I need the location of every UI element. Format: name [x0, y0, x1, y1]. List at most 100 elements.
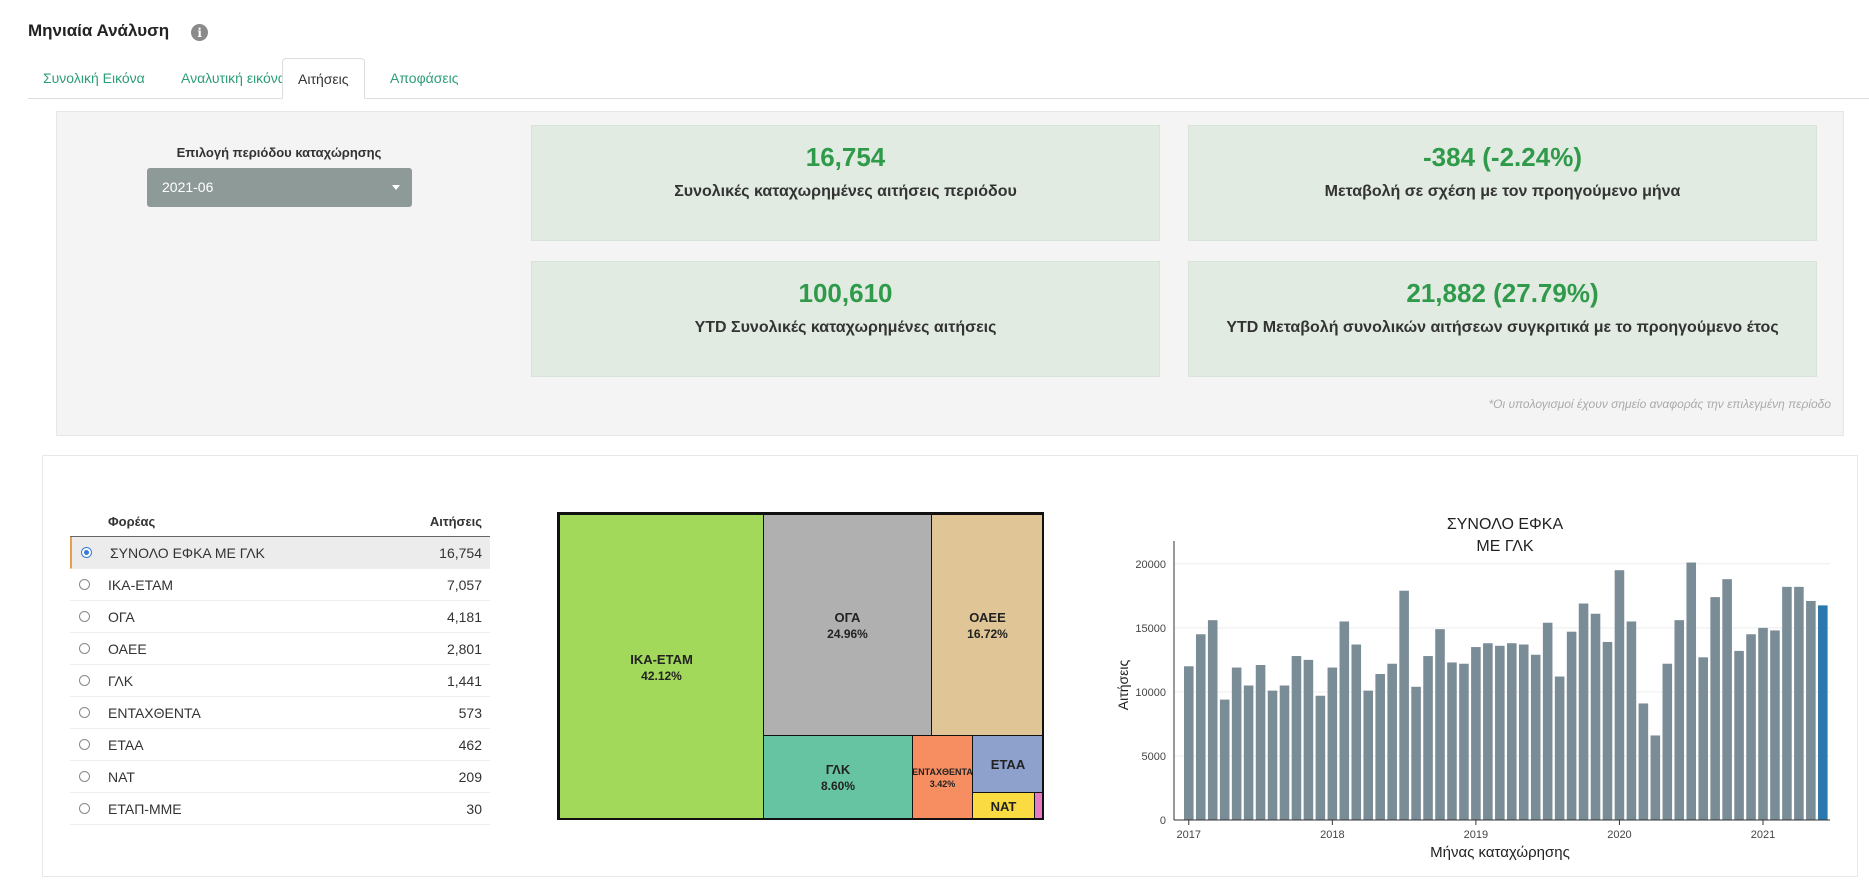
column-header-requests: Αιτήσεις — [429, 514, 482, 529]
treemap-cell[interactable]: ΓΛΚ 8.60% — [763, 735, 913, 818]
table-row[interactable]: ΣΥΝΟΛΟ ΕΦΚΑ ΜΕ ΓΛΚ 16,754 — [70, 537, 490, 569]
chart-bar — [1291, 656, 1302, 820]
chart-bar — [1195, 634, 1206, 820]
chart-bar — [1782, 586, 1792, 820]
table-row[interactable]: ΟΓΑ 4,181 — [70, 601, 490, 633]
entity-table: Φορέας Αιτήσεις ΣΥΝΟΛΟ ΕΦΚΑ ΜΕ ΓΛΚ 16,75… — [70, 506, 490, 825]
chart-bar — [1255, 665, 1266, 820]
treemap-cell-name: ΕΝΤΑΧΘΕΝΤΑ — [912, 766, 973, 777]
kpi-label: YTD Συνολικές καταχωρημένες αιτήσεις — [694, 319, 997, 336]
treemap-cell[interactable]: ΕΝΤΑΧΘΕΝΤΑ 3.42% — [912, 735, 973, 818]
period-select[interactable]: 2021-06 — [147, 168, 412, 207]
chart-bar — [1483, 643, 1493, 820]
chart-bar — [1578, 603, 1589, 820]
request-count: 2,801 — [446, 641, 482, 657]
radio-button[interactable] — [79, 739, 90, 750]
request-count: 30 — [466, 801, 482, 817]
radio-button[interactable] — [79, 675, 90, 686]
chart-bar — [1279, 685, 1290, 820]
kpi-label: YTD Μεταβολή συνολικών αιτήσεων συγκριτι… — [1226, 319, 1779, 336]
chart-bar — [1590, 613, 1601, 820]
chart-bar — [1518, 644, 1529, 820]
tab-decisions[interactable]: Αποφάσεις — [390, 70, 459, 86]
x-axis-label: Μήνας καταχώρησης — [1430, 844, 1570, 861]
treemap-cell-name: ΟΑΕΕ — [969, 609, 1006, 625]
kpi-label: Μεταβολή σε σχέση με τον προηγούμενο μήν… — [1324, 183, 1681, 200]
table-row[interactable]: ΓΛΚ 1,441 — [70, 665, 490, 697]
chart-bar — [1399, 590, 1409, 820]
tab-bar: Συνολική Εικόνα Αναλυτική εικόνα Αιτήσει… — [28, 58, 1869, 99]
tab-analytical[interactable]: Αναλυτική εικόνα — [181, 70, 286, 86]
page-header: Μηνιαία Ανάλυση i — [28, 20, 209, 41]
tab-overview[interactable]: Συνολική Εικόνα — [43, 70, 145, 86]
treemap-cell[interactable]: ΟΓΑ 24.96% — [763, 514, 932, 736]
treemap-cell[interactable] — [1034, 792, 1042, 818]
table-row[interactable]: ΝΑΤ 209 — [70, 761, 490, 793]
x-tick-label: 2018 — [1320, 829, 1344, 841]
table-row[interactable]: ΟΑΕΕ 2,801 — [70, 633, 490, 665]
column-header-entity: Φορέας — [108, 514, 156, 529]
info-icon[interactable]: i — [191, 24, 209, 41]
entity-name: ΝΑΤ — [108, 769, 135, 785]
chart-bar — [1698, 657, 1708, 820]
radio-button[interactable] — [79, 707, 90, 718]
tab-requests[interactable]: Αιτήσεις — [282, 58, 365, 99]
table-row[interactable]: ΕΝΤΑΧΘΕΝΤΑ 573 — [70, 697, 490, 729]
treemap-cell-name: ΟΓΑ — [834, 609, 861, 625]
radio-button[interactable] — [79, 579, 90, 590]
chart-bar — [1363, 690, 1374, 820]
chart-bar — [1351, 644, 1362, 820]
chart-bar — [1650, 735, 1661, 820]
radio-button[interactable] — [79, 803, 90, 814]
chart-bar — [1758, 627, 1768, 820]
bar-chart-svg: ΣΥΝΟΛΟ ΕΦΚΑ ΜΕ ΓΛΚ 0 5000 10000 15000 20000 201… — [1115, 516, 1830, 861]
kpi-card: -384 (-2.24%) Μεταβολή σε σχέση με τον π… — [1188, 125, 1817, 241]
period-label: Επιλογή περιόδου καταχώρησης — [176, 145, 382, 160]
table-row[interactable]: ΕΤΑΑ 462 — [70, 729, 490, 761]
radio-button[interactable] — [79, 643, 90, 654]
treemap-cell-name: ΙΚΑ-ΕΤΑΜ — [630, 651, 693, 667]
kpi-card: 16,754 Συνολικές καταχωρημένες αιτήσεις … — [531, 125, 1160, 241]
table-row[interactable]: ΕΤΑΠ-ΜΜΕ 30 — [70, 793, 490, 825]
entity-name: ΓΛΚ — [108, 673, 134, 689]
period-select-value: 2021-06 — [162, 179, 214, 195]
chart-bar — [1638, 703, 1649, 820]
footnote: *Οι υπολογισμοί έχουν σημείο αναφοράς τη… — [1488, 397, 1831, 411]
treemap-cell[interactable]: ΙΚΑ-ΕΤΑΜ 42.12% — [559, 514, 764, 818]
treemap-cell-name: ΝΑΤ — [990, 798, 1017, 814]
entity-name: ΕΤΑΑ — [108, 737, 144, 753]
table-header: Φορέας Αιτήσεις — [70, 506, 490, 537]
chart-bar — [1554, 676, 1565, 820]
radio-button[interactable] — [81, 547, 92, 558]
request-count: 1,441 — [446, 673, 482, 689]
kpi-card: 100,610 YTD Συνολικές καταχωρημένες αιτή… — [531, 261, 1160, 377]
x-tick-label: 2017 — [1177, 829, 1201, 841]
chart-bar — [1435, 629, 1445, 820]
treemap-cell-name: ΓΛΚ — [825, 762, 851, 777]
caret-down-icon — [392, 185, 400, 190]
chart-title: ΣΥΝΟΛΟ ΕΦΚΑ — [1447, 516, 1564, 533]
treemap-cell-pct: 3.42% — [929, 778, 956, 789]
y-tick-label: 0 — [1160, 815, 1166, 827]
kpi-card: 21,882 (27.79%) YTD Μεταβολή συνολικών α… — [1188, 261, 1817, 377]
request-count: 4,181 — [446, 609, 482, 625]
chart-bar — [1423, 656, 1433, 820]
entity-name: ΕΤΑΠ-ΜΜΕ — [108, 801, 182, 817]
chart-bar — [1459, 663, 1469, 820]
chart-bar — [1686, 562, 1697, 820]
chart-bar — [1207, 620, 1218, 820]
treemap-cell-pct: 16.72% — [967, 626, 1008, 641]
y-tick-label: 15000 — [1135, 623, 1166, 635]
request-count: 573 — [458, 705, 482, 721]
y-tick-label: 10000 — [1135, 687, 1166, 699]
radio-button[interactable] — [79, 771, 90, 782]
treemap-cell[interactable]: ΟΑΕΕ 16.72% — [931, 514, 1042, 736]
chart-bar — [1794, 586, 1804, 820]
entity-name: ΙΚΑ-ΕΤΑΜ — [108, 577, 174, 593]
table-row[interactable]: ΙΚΑ-ΕΤΑΜ 7,057 — [70, 569, 490, 601]
treemap: ΙΚΑ-ΕΤΑΜ 42.12% ΟΓΑ 24.96% ΟΑΕΕ 16.72% Γ… — [557, 512, 1044, 820]
treemap-cell[interactable]: ΕΤΑΑ — [972, 735, 1042, 793]
treemap-cell[interactable]: ΝΑΤ — [972, 792, 1035, 818]
radio-button[interactable] — [79, 611, 90, 622]
x-tick-label: 2020 — [1607, 829, 1631, 841]
